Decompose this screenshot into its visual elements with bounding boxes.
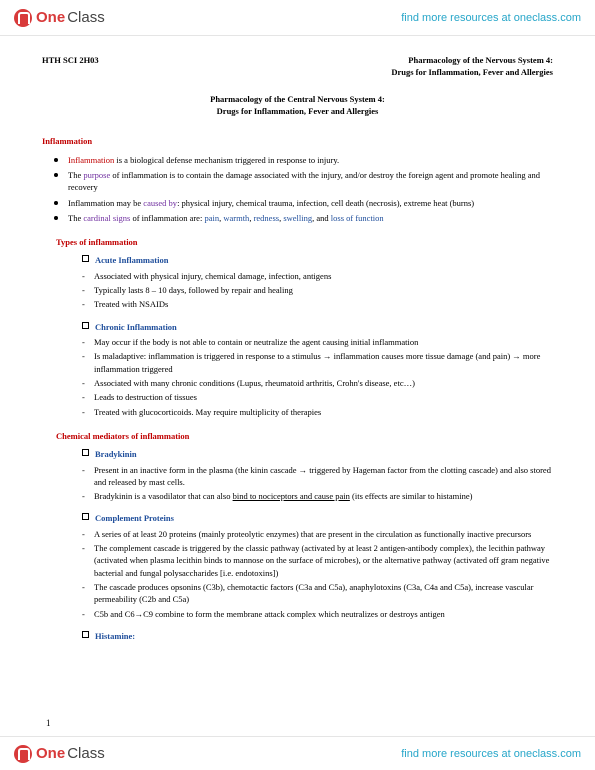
block-chronic: Chronic Inflammation May occur if the bo… (82, 321, 553, 418)
header-right-line1: Pharmacology of the Nervous System 4: (391, 54, 553, 66)
brand-part2: Class (67, 9, 105, 26)
sign-loss: loss of function (331, 213, 384, 223)
text: The (68, 213, 83, 223)
sign-warmth: warmth (223, 213, 249, 223)
header-right-line2: Drugs for Inflammation, Fever and Allerg… (391, 66, 553, 78)
chronic-list: May occur if the body is not able to con… (82, 336, 553, 418)
list-item: Treated with NSAIDs (82, 298, 553, 310)
bradykinin-list: Present in an inactive form in the plasm… (82, 464, 553, 503)
list-item: Inflammation may be caused by: physical … (42, 197, 553, 209)
acute-list: Associated with physical injury, chemica… (82, 270, 553, 311)
title-line2: Drugs for Inflammation, Fever and Allerg… (42, 105, 553, 117)
text: is a biological defense mechanism trigge… (114, 155, 339, 165)
header-right: Pharmacology of the Nervous System 4: Dr… (391, 54, 553, 79)
text: of inflammation are: (130, 213, 204, 223)
list-item: Associated with physical injury, chemica… (82, 270, 553, 282)
term-cardinal: cardinal signs (83, 213, 130, 223)
brand-part1: One (36, 9, 65, 26)
list-item: The cardinal signs of inflammation are: … (42, 212, 553, 224)
bottom-bar: OneClass find more resources at oneclass… (0, 736, 595, 770)
sub-heading-histamine: Histamine: (82, 630, 553, 642)
list-item: Present in an inactive form in the plasm… (82, 464, 553, 489)
text: , and (312, 213, 331, 223)
list-item: The cascade produces opsonins (C3b), che… (82, 581, 553, 606)
page-header: HTH SCI 2H03 Pharmacology of the Nervous… (42, 54, 553, 79)
heading-inflammation: Inflammation (42, 135, 553, 147)
top-bar: OneClass find more resources at oneclass… (0, 0, 595, 36)
text: : physical injury, chemical trauma, infe… (177, 198, 474, 208)
text: (its effects are similar to histamine) (350, 491, 473, 501)
label-histamine: Histamine: (95, 631, 135, 641)
list-item: Is maladaptive: inflammation is triggere… (82, 350, 553, 375)
label-chronic: Chronic Inflammation (95, 322, 177, 332)
brand-part2: Class (67, 745, 105, 762)
title-line1: Pharmacology of the Central Nervous Syst… (42, 93, 553, 105)
find-resources-link[interactable]: find more resources at oneclass.com (401, 12, 581, 24)
heading-types: Types of inflammation (56, 237, 138, 247)
list-item: C5b and C6→C9 combine to form the membra… (82, 608, 553, 620)
subsection-mediators: Chemical mediators of inflammation Brady… (56, 430, 553, 642)
text: Inflammation may be (68, 198, 143, 208)
text: of inflammation is to contain the damage… (68, 170, 540, 192)
block-complement: Complement Proteins A series of at least… (82, 512, 553, 620)
term-inflammation: Inflammation (68, 155, 114, 165)
term-purpose: purpose (83, 170, 110, 180)
document-title: Pharmacology of the Central Nervous Syst… (42, 93, 553, 118)
list-item: A series of at least 20 proteins (mainly… (82, 528, 553, 540)
sign-pain: pain (204, 213, 219, 223)
label-bradykinin: Bradykinin (95, 449, 137, 459)
brand-part1: One (36, 745, 65, 762)
list-item: The purpose of inflammation is to contai… (42, 169, 553, 194)
subsection-types: Types of inflammation Acute Inflammation… (56, 236, 553, 418)
page-number: 1 (46, 718, 51, 728)
term-caused-by: caused by (143, 198, 177, 208)
list-item: Bradykinin is a vasodilator that can als… (82, 490, 553, 502)
list-item: The complement cascade is triggered by t… (82, 542, 553, 579)
block-bradykinin: Bradykinin Present in an inactive form i… (82, 448, 553, 502)
text: The (68, 170, 83, 180)
list-item: Inflammation is a biological defense mec… (42, 154, 553, 166)
logo-icon (14, 9, 32, 27)
logo-icon (14, 745, 32, 763)
block-histamine: Histamine: (82, 630, 553, 642)
sub-heading-bradykinin: Bradykinin (82, 448, 553, 460)
text: Bradykinin is a vasodilator that can als… (94, 491, 233, 501)
sign-redness: redness (254, 213, 280, 223)
text-underlined: bind to nociceptors and cause pain (233, 491, 350, 501)
label-complement: Complement Proteins (95, 513, 174, 523)
sub-heading-complement: Complement Proteins (82, 512, 553, 524)
list-item: May occur if the body is not able to con… (82, 336, 553, 348)
heading-mediators: Chemical mediators of inflammation (56, 431, 189, 441)
complement-list: A series of at least 20 proteins (mainly… (82, 528, 553, 620)
list-item: Leads to destruction of tissues (82, 391, 553, 403)
find-resources-link-bottom[interactable]: find more resources at oneclass.com (401, 748, 581, 760)
brand-logo-bottom[interactable]: OneClass (14, 745, 105, 763)
document-page: HTH SCI 2H03 Pharmacology of the Nervous… (0, 36, 595, 664)
label-acute: Acute Inflammation (95, 255, 168, 265)
inflammation-list: Inflammation is a biological defense mec… (42, 154, 553, 225)
course-code: HTH SCI 2H03 (42, 54, 99, 79)
section-inflammation: Inflammation Inflammation is a biologica… (42, 135, 553, 642)
block-acute: Acute Inflammation Associated with physi… (82, 254, 553, 310)
list-item: Associated with many chronic conditions … (82, 377, 553, 389)
sign-swelling: swelling (283, 213, 312, 223)
sub-heading-chronic: Chronic Inflammation (82, 321, 553, 333)
list-item: Treated with glucocorticoids. May requir… (82, 406, 553, 418)
sub-heading-acute: Acute Inflammation (82, 254, 553, 266)
list-item: Typically lasts 8 – 10 days, followed by… (82, 284, 553, 296)
brand-logo[interactable]: OneClass (14, 9, 105, 27)
